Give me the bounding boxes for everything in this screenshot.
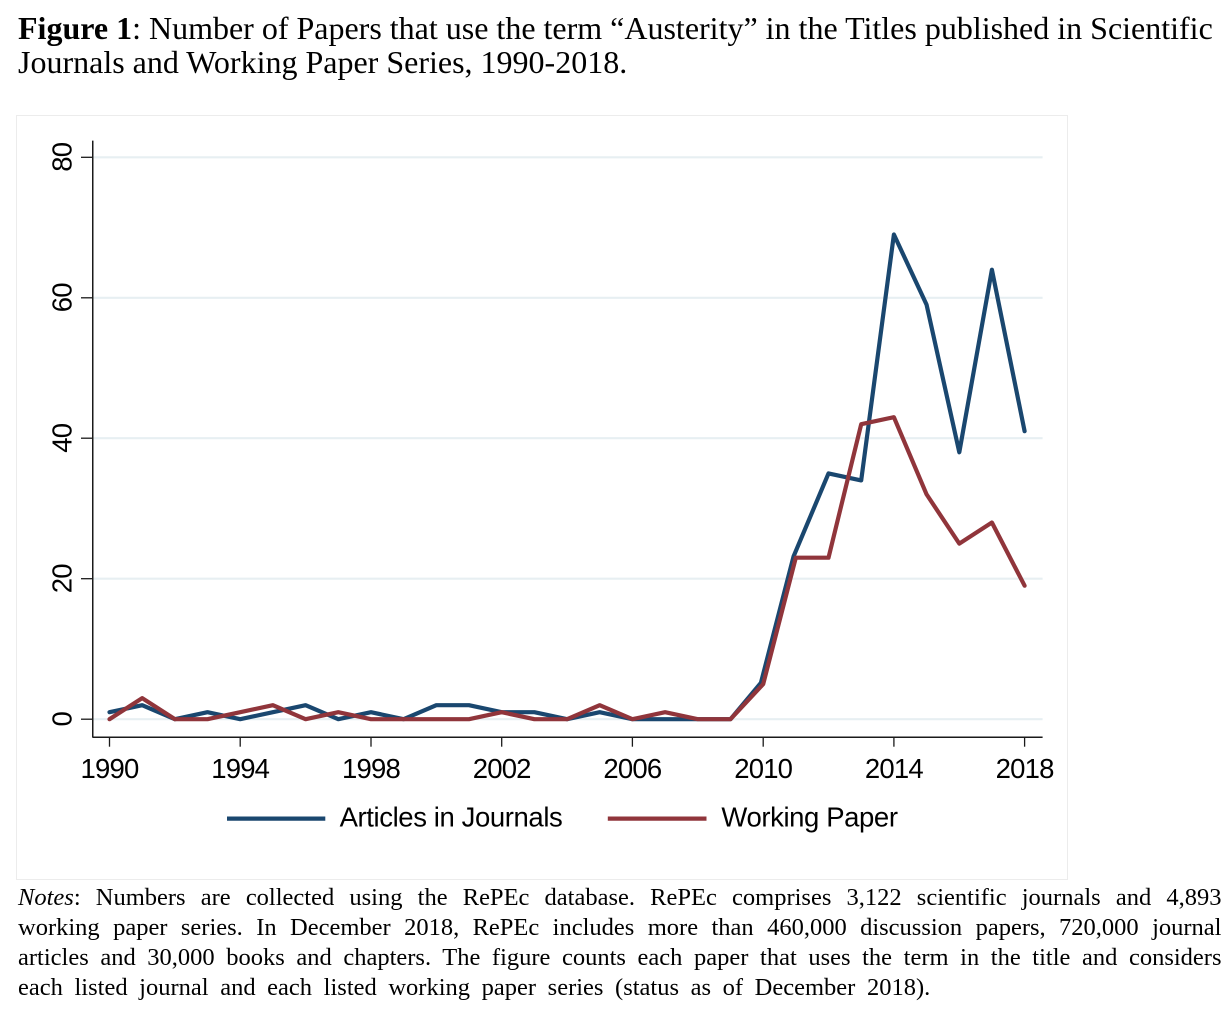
svg-text:1994: 1994: [211, 753, 269, 784]
svg-text:2006: 2006: [603, 753, 661, 784]
svg-text:1998: 1998: [342, 753, 400, 784]
svg-text:1990: 1990: [81, 753, 139, 784]
svg-text:0: 0: [46, 711, 77, 726]
svg-text:Working Paper: Working Paper: [721, 801, 897, 832]
svg-text:60: 60: [46, 283, 77, 312]
svg-text:2018: 2018: [996, 753, 1054, 784]
svg-text:2014: 2014: [865, 753, 923, 784]
svg-text:Articles in Journals: Articles in Journals: [340, 801, 563, 832]
svg-text:2010: 2010: [734, 753, 792, 784]
svg-text:80: 80: [46, 142, 77, 171]
svg-text:40: 40: [46, 423, 77, 452]
svg-text:2002: 2002: [473, 753, 531, 784]
svg-text:20: 20: [46, 564, 77, 593]
